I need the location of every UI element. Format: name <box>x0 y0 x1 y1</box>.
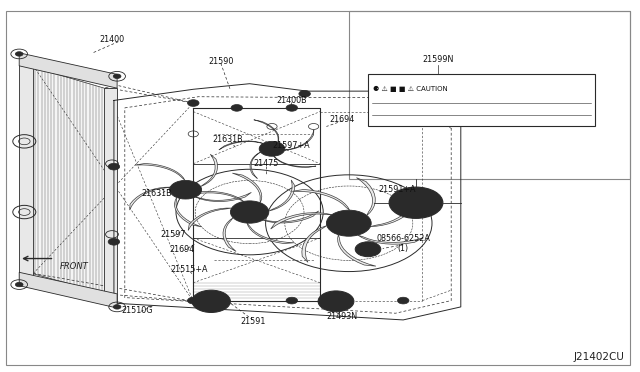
Text: 21475: 21475 <box>253 159 278 168</box>
Circle shape <box>408 198 424 207</box>
Polygon shape <box>271 213 332 229</box>
Circle shape <box>259 141 285 156</box>
Polygon shape <box>285 130 314 150</box>
Circle shape <box>397 297 409 304</box>
Text: 08566-6252A
(1): 08566-6252A (1) <box>376 234 430 253</box>
Text: J21402CU: J21402CU <box>573 352 624 362</box>
Polygon shape <box>223 218 236 251</box>
Circle shape <box>188 100 199 106</box>
Text: 21510G: 21510G <box>122 306 154 315</box>
Circle shape <box>113 305 121 309</box>
Polygon shape <box>302 226 327 262</box>
Polygon shape <box>250 152 260 179</box>
Polygon shape <box>188 208 232 231</box>
Text: 21631B: 21631B <box>212 135 243 144</box>
Bar <box>368 74 595 126</box>
Polygon shape <box>292 189 349 210</box>
Text: 21599N: 21599N <box>422 55 454 64</box>
Circle shape <box>326 210 371 236</box>
Circle shape <box>286 297 298 304</box>
Circle shape <box>188 297 199 304</box>
Circle shape <box>15 52 23 56</box>
Text: S: S <box>366 246 370 252</box>
Circle shape <box>108 163 120 170</box>
FancyBboxPatch shape <box>104 88 117 302</box>
Circle shape <box>299 90 310 97</box>
Polygon shape <box>219 141 263 150</box>
Circle shape <box>15 282 23 287</box>
Polygon shape <box>356 178 375 215</box>
Text: ⚈ ⚠ ■ ■ ⚠ CAUTION: ⚈ ⚠ ■ ■ ⚠ CAUTION <box>373 86 448 92</box>
Circle shape <box>355 242 381 257</box>
Text: 21631B: 21631B <box>141 189 172 198</box>
Polygon shape <box>175 198 202 227</box>
Text: 21597+A: 21597+A <box>273 141 310 150</box>
Circle shape <box>170 180 202 199</box>
Text: 21597: 21597 <box>160 230 186 239</box>
Text: 21400B: 21400B <box>276 96 307 105</box>
Bar <box>349 11 630 179</box>
Polygon shape <box>135 163 185 180</box>
Circle shape <box>389 187 443 218</box>
Circle shape <box>231 105 243 111</box>
Polygon shape <box>232 173 262 203</box>
Circle shape <box>108 238 120 245</box>
Text: 21590: 21590 <box>208 57 234 66</box>
Text: 21400: 21400 <box>99 35 125 44</box>
Polygon shape <box>19 272 117 308</box>
Circle shape <box>113 74 121 78</box>
Circle shape <box>192 290 230 312</box>
Polygon shape <box>32 67 106 294</box>
Polygon shape <box>338 235 376 266</box>
Text: 21493N: 21493N <box>327 312 358 321</box>
Text: 21591: 21591 <box>240 317 266 326</box>
Polygon shape <box>269 180 295 211</box>
Polygon shape <box>200 154 218 186</box>
Polygon shape <box>195 192 252 202</box>
Polygon shape <box>130 187 170 210</box>
Polygon shape <box>19 53 117 88</box>
Circle shape <box>318 291 354 312</box>
Polygon shape <box>358 235 424 244</box>
Text: 21515+A: 21515+A <box>170 265 207 274</box>
Text: 21694: 21694 <box>330 115 355 124</box>
Polygon shape <box>274 156 316 167</box>
Text: FRONT: FRONT <box>60 262 88 270</box>
Polygon shape <box>254 120 279 142</box>
Bar <box>19 65 33 285</box>
Text: 21694: 21694 <box>170 245 195 254</box>
Polygon shape <box>186 192 244 201</box>
Polygon shape <box>371 198 415 227</box>
Circle shape <box>286 105 298 111</box>
Circle shape <box>230 201 269 223</box>
Text: 21591+A: 21591+A <box>378 185 415 194</box>
Polygon shape <box>247 223 294 244</box>
Polygon shape <box>263 211 319 223</box>
